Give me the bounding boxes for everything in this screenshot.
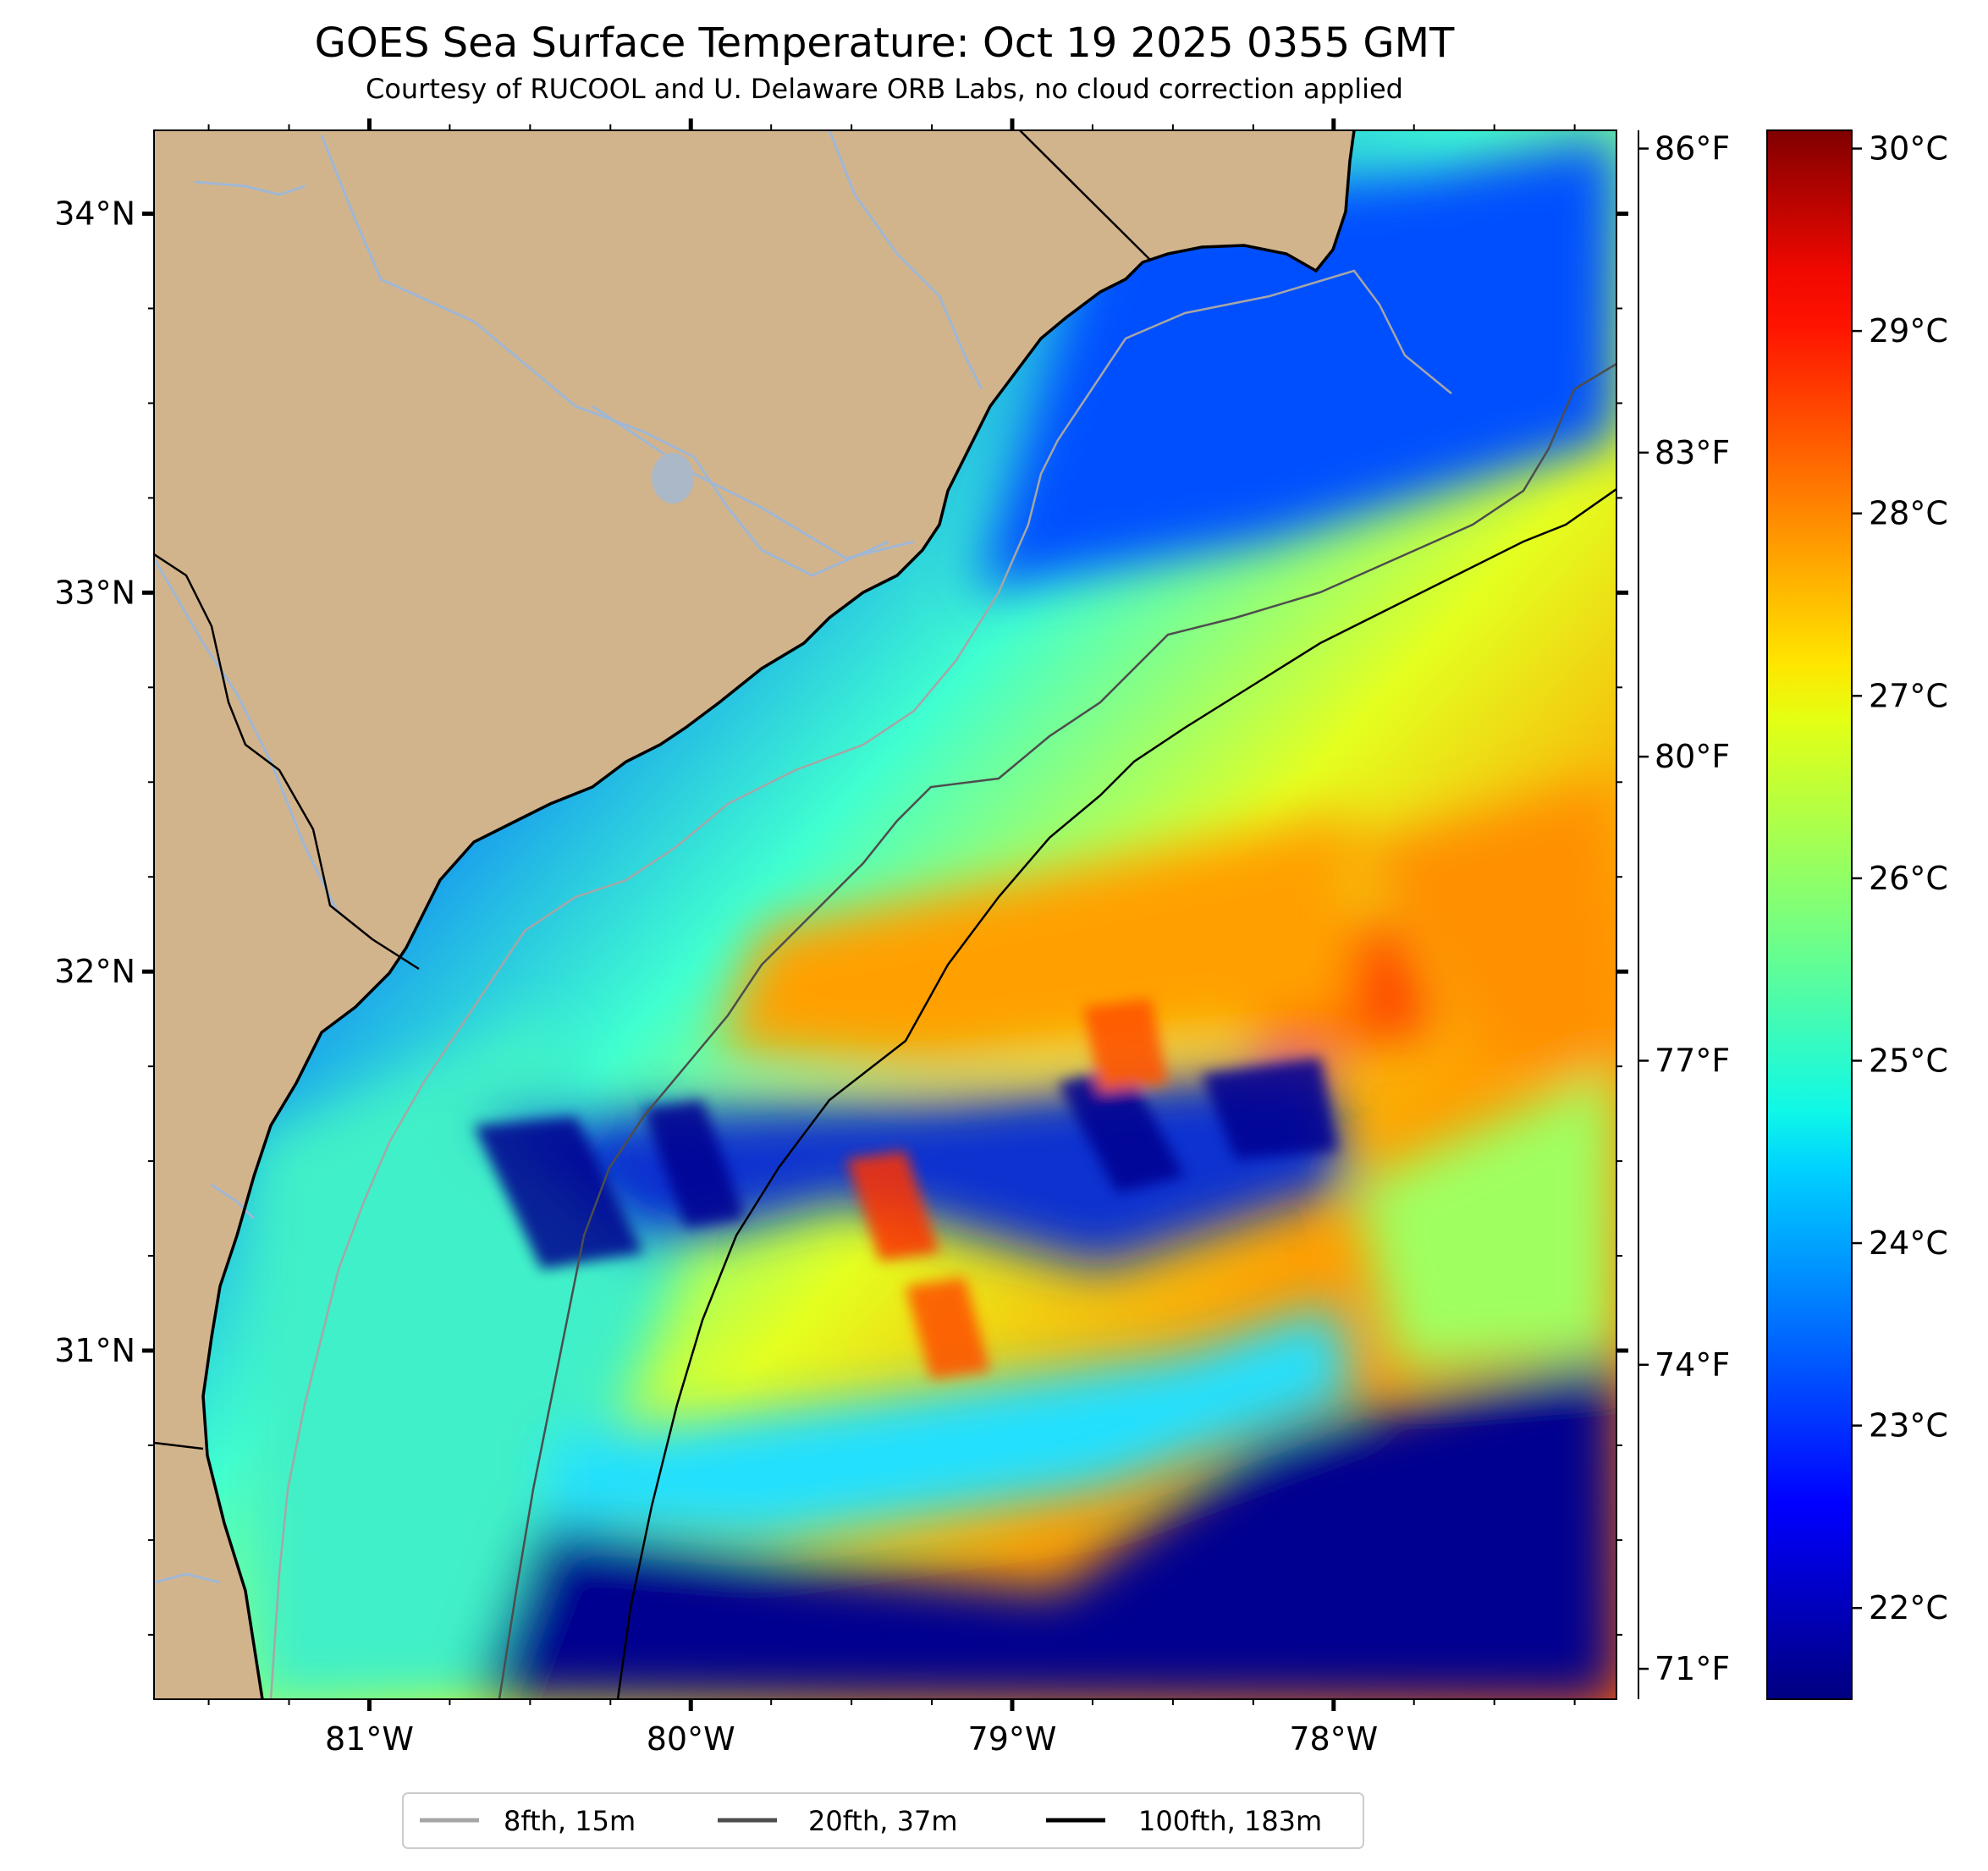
map-frame [153, 129, 1617, 1700]
colorbar-ticks: 30°C 29°C 28°C 27°C 26°C 25°C 24°C 23°C 22°C [1852, 130, 1948, 1626]
fahrenheit-tick-label: 71°F [1655, 1650, 1730, 1687]
isobath-100fth [616, 487, 1616, 1699]
state-borders [154, 130, 1152, 1450]
river [828, 130, 983, 390]
river [194, 180, 306, 196]
lat-tick-label: 31°N [54, 1332, 135, 1369]
legend-box [402, 1792, 1364, 1849]
lon-tick-label: 80°W [647, 1720, 735, 1758]
map-area [154, 130, 1616, 1699]
legend-label-20fth: 20fth, 37m [808, 1805, 957, 1837]
legend-label-100fth: 100fth, 183m [1138, 1805, 1322, 1837]
colorbar-tick-label: 23°C [1869, 1407, 1948, 1445]
river [211, 1183, 256, 1220]
latitude-labels: 34°N 33°N 32°N 31°N [54, 195, 135, 1369]
colorbar-tick-label: 24°C [1869, 1224, 1948, 1262]
colorbar: 30°C 29°C 28°C 27°C 26°C 25°C 24°C 23°C 22°C [1766, 129, 1948, 1700]
colorbar-tick-label: 30°C [1869, 130, 1948, 168]
land-polygon [154, 130, 1354, 1699]
isobath-8fth [269, 269, 1452, 1699]
fahrenheit-axis: 86°F 83°F 80°F 77°F 74°F 71°F [1638, 130, 1730, 1699]
map-ticks [142, 118, 1628, 1711]
river [592, 404, 915, 560]
isobaths [269, 269, 1616, 1699]
colorbar-tick-label: 26°C [1869, 860, 1948, 897]
fahrenheit-tick-label: 83°F [1655, 434, 1730, 471]
lake [652, 453, 694, 504]
colorbar-tick-label: 27°C [1869, 677, 1948, 714]
land [154, 130, 1354, 1699]
fahrenheit-tick-label: 86°F [1655, 130, 1730, 168]
rivers [154, 130, 983, 1584]
lon-tick-label: 81°W [325, 1720, 414, 1758]
isobath-20fth [498, 362, 1616, 1699]
legend-label-8fth: 8fth, 15m [504, 1805, 636, 1837]
state-border [154, 1441, 204, 1450]
isobath-legend: 8fth, 15m 20fth, 37m 100fth, 183m [402, 1792, 1364, 1849]
lat-tick-label: 34°N [54, 195, 135, 233]
fahrenheit-tick-label: 80°F [1655, 738, 1730, 775]
fahrenheit-tick-label: 77°F [1655, 1042, 1730, 1079]
lon-tick-label: 78°W [1289, 1720, 1378, 1758]
fahrenheit-tick-label: 74°F [1655, 1346, 1730, 1384]
river [154, 1572, 221, 1584]
map-title: GOES Sea Surface Temperature: Oct 19 202… [315, 19, 1455, 67]
state-border [154, 553, 420, 971]
colorbar-tick-label: 28°C [1869, 495, 1948, 532]
state-border [1019, 130, 1152, 261]
colorbar-tick-label: 25°C [1869, 1042, 1948, 1079]
colorbar-tick-label: 22°C [1869, 1589, 1948, 1626]
colorbar-tick-label: 29°C [1869, 312, 1948, 349]
lon-tick-label: 79°W [968, 1720, 1057, 1758]
colorbar-gradient [1766, 129, 1853, 1700]
lat-tick-label: 33°N [54, 574, 135, 611]
lat-tick-label: 32°N [54, 953, 135, 990]
longitude-labels: 81°W 80°W 79°W 78°W [325, 1720, 1378, 1758]
map-subtitle: Courtesy of RUCOOL and U. Delaware ORB L… [366, 73, 1403, 105]
river [154, 558, 340, 915]
coastline [201, 130, 1356, 1699]
